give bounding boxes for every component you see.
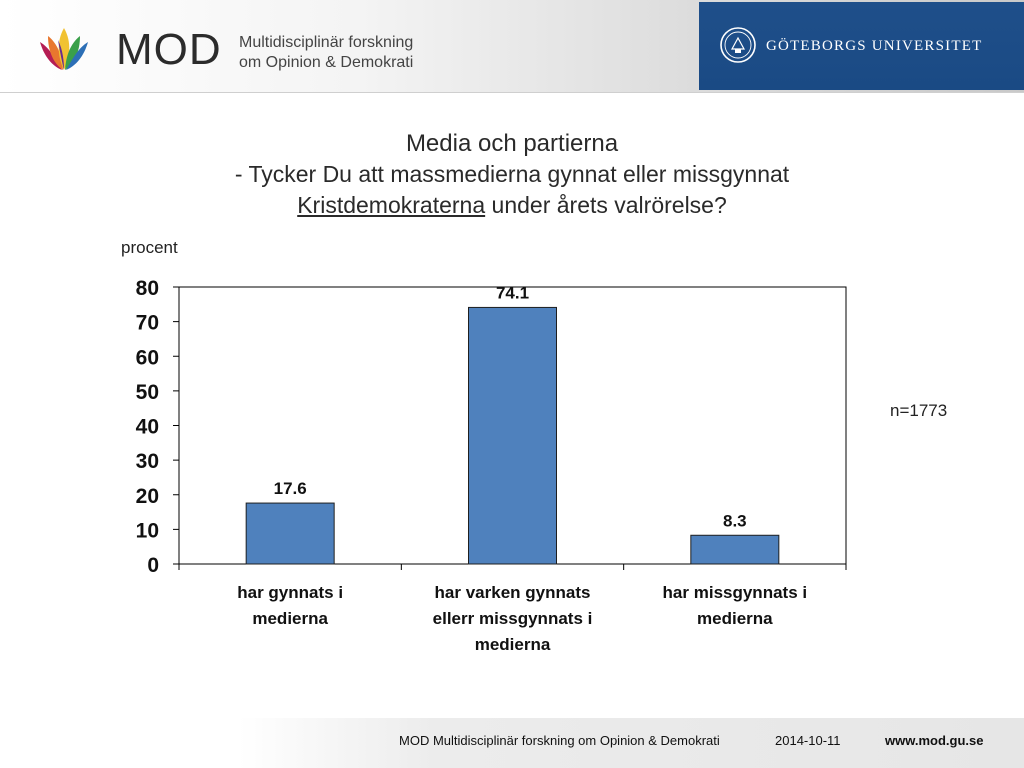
logo-wordmark: MOD xyxy=(116,25,222,74)
university-panel: GÖTEBORGS UNIVERSITET xyxy=(699,2,1024,90)
y-tick-label: 50 xyxy=(136,381,159,404)
x-category-label-line: medierna xyxy=(697,609,773,628)
slide-title: Media och partierna - Tycker Du att mass… xyxy=(0,128,1024,221)
sample-size-note: n=1773 xyxy=(890,401,948,420)
x-category-label-line: ellerr missgynnats i xyxy=(432,609,593,628)
x-category-label: har varken gynnats ellerr missgynnats i me… xyxy=(408,580,618,658)
title-line3: Kristdemokraterna under årets valrörelse… xyxy=(0,190,1024,221)
logo-subtitle: Multidisciplinär forskning om Opinion & … xyxy=(239,33,469,73)
title-line1: Media och partierna xyxy=(405,130,619,157)
data-label: 74.1 xyxy=(496,283,529,302)
y-tick-label: 40 xyxy=(136,416,159,439)
y-axis-unit-label: procent xyxy=(121,238,178,257)
x-category-label: har missgynnats i medierna xyxy=(630,580,840,632)
mod-flower-logo-icon xyxy=(40,28,88,70)
y-tick-label: 70 xyxy=(136,312,159,335)
header-banner: MOD Multidisciplinär forskning om Opinio… xyxy=(0,0,1024,93)
y-tick-label: 20 xyxy=(136,485,159,508)
footer-org: MOD Multidisciplinär forskning om Opinio… xyxy=(399,733,720,748)
data-label: 8.3 xyxy=(723,511,747,530)
x-category-label-line: har gynnats i xyxy=(237,583,344,602)
data-label: 17.6 xyxy=(274,479,307,498)
footer-bar xyxy=(238,718,1024,768)
bar xyxy=(468,306,557,565)
footer-url[interactable]: www.mod.gu.se xyxy=(885,733,984,748)
x-category-label: har gynnats i medierna xyxy=(185,580,395,632)
title-line2: - Tycker Du att massmedierna gynnat elle… xyxy=(234,161,790,187)
x-category-label-line: medierna xyxy=(474,635,551,654)
y-tick-label: 80 xyxy=(136,277,159,300)
university-seal-icon xyxy=(720,27,756,63)
y-tick-label: 10 xyxy=(136,519,159,542)
x-category-label-line: har missgynnats i xyxy=(662,583,808,602)
y-tick-label: 60 xyxy=(136,346,159,369)
logo-subtitle-line2: om Opinion & Demokrati xyxy=(239,54,414,71)
y-tick-label: 30 xyxy=(136,450,159,473)
y-tick-label: 0 xyxy=(147,554,159,577)
footer-date: 2014-10-11 xyxy=(775,733,841,748)
x-category-label-line: medierna xyxy=(252,609,328,628)
title-line3-rest: under årets valrörelse? xyxy=(485,192,727,218)
bar xyxy=(690,534,780,565)
university-name: GÖTEBORGS UNIVERSITET xyxy=(766,38,983,54)
title-party: Kristdemokraterna xyxy=(297,192,486,218)
x-category-label-line: har varken gynnats xyxy=(434,583,591,602)
logo-subtitle-line1: Multidisciplinär forskning xyxy=(239,34,414,51)
bar xyxy=(245,502,335,565)
